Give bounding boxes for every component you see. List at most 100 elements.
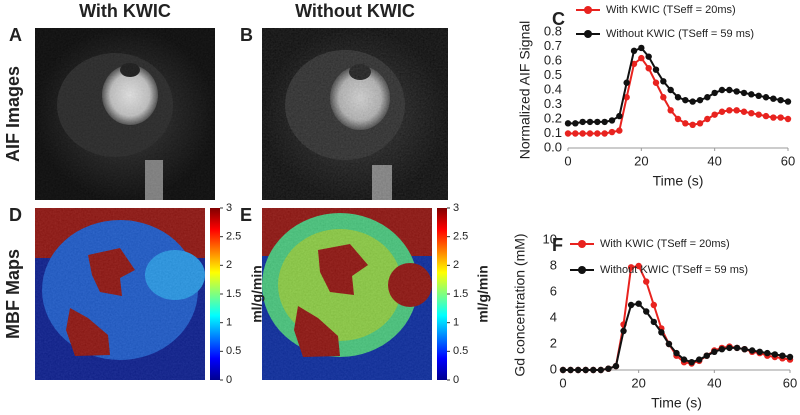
mbf-map-e [262,208,432,380]
data-point [673,349,680,357]
data-point [762,94,770,101]
data-point [696,356,703,363]
data-point [733,107,740,114]
row-header: MBF Maps [3,249,23,339]
data-point [748,91,755,98]
data-point [643,308,650,315]
data-point [667,86,674,94]
y-tick-label: 0.3 [544,96,562,111]
legend-marker [584,30,592,38]
data-point [559,366,567,374]
mbf-map-d [35,208,205,380]
legend-marker [578,266,586,274]
data-point [718,86,726,94]
panel-letter: D [9,205,22,225]
data-point [574,366,582,374]
y-tick-label: 0.7 [544,38,562,53]
column-header: Without KWIC [295,1,415,21]
data-point [579,118,586,126]
colorbar [210,208,220,380]
data-point [718,108,726,115]
data-point [597,366,605,374]
data-point [643,278,650,285]
data-point [764,349,771,357]
data-point [623,94,630,101]
data-point [601,130,608,137]
data-point [630,60,638,68]
y-tick-label: 10 [543,231,557,246]
colorbar-label: ml/g/min [249,265,265,323]
data-point [777,96,784,104]
legend-label: Without KWIC (TSeff = 59 ms) [606,28,754,40]
colorbar-tick-label: 0.5 [453,345,468,357]
data-point [688,359,695,366]
x-tick-label: 60 [781,153,795,168]
colorbar-tick-label: 2 [453,259,459,271]
panel-letter: B [240,25,253,45]
data-point [572,130,579,137]
data-point [779,352,786,359]
data-point [590,366,597,374]
data-point [704,115,711,123]
colorbar-tick-label: 1.5 [226,288,241,300]
panel-letter: E [240,205,252,225]
series-line [563,302,791,371]
data-point [741,346,748,353]
data-point [777,114,784,121]
data-point [638,54,645,62]
data-point [733,88,740,95]
panel-letter: F [552,235,563,255]
data-point [620,327,627,335]
data-point [635,300,642,307]
legend-marker [578,240,586,248]
data-point [703,352,710,359]
data-point [608,117,616,124]
x-axis-label: Time (s) [651,395,702,411]
data-point [755,111,762,118]
y-tick-label: 0.5 [544,67,562,82]
data-point [748,347,756,354]
data-point [652,66,660,73]
colorbar-tick-label: 1.5 [453,288,468,300]
y-tick-label: 6 [550,283,557,298]
y-tick-label: 0 [550,361,557,376]
data-point [674,115,682,123]
y-tick-label: 4 [550,309,557,324]
y-tick-label: 0.6 [544,52,562,67]
colorbar-label: ml/g/min [475,265,491,323]
data-point [696,96,704,104]
data-point [660,94,667,101]
data-point [770,95,777,102]
data-point [711,111,718,118]
data-point [756,348,763,355]
data-point [711,89,718,97]
row-header: AIF Images [3,66,23,162]
aif-image-b [262,28,448,200]
data-point [567,366,574,374]
data-point [572,120,579,127]
y-tick-label: 2 [550,335,557,350]
legend-label: With KWIC (TSeff = 20ms) [606,4,736,16]
data-point [711,348,718,355]
data-point [770,114,777,121]
x-tick-label: 40 [707,153,721,168]
data-point [786,353,794,361]
data-point [586,130,594,137]
data-point [564,120,572,127]
y-tick-label: 0.8 [544,23,562,38]
data-point [704,94,711,101]
y-tick-label: 0.4 [544,81,562,96]
x-tick-label: 0 [559,375,566,390]
y-tick-label: 8 [550,257,557,272]
data-point [650,301,657,309]
data-point [586,118,594,126]
data-point [733,344,741,352]
data-point [605,365,612,372]
panel-letter: C [552,9,565,29]
data-point [740,108,748,115]
data-point [616,112,623,120]
legend-marker [584,6,592,14]
colorbar-tick-label: 2 [226,259,232,271]
data-point [660,78,667,85]
